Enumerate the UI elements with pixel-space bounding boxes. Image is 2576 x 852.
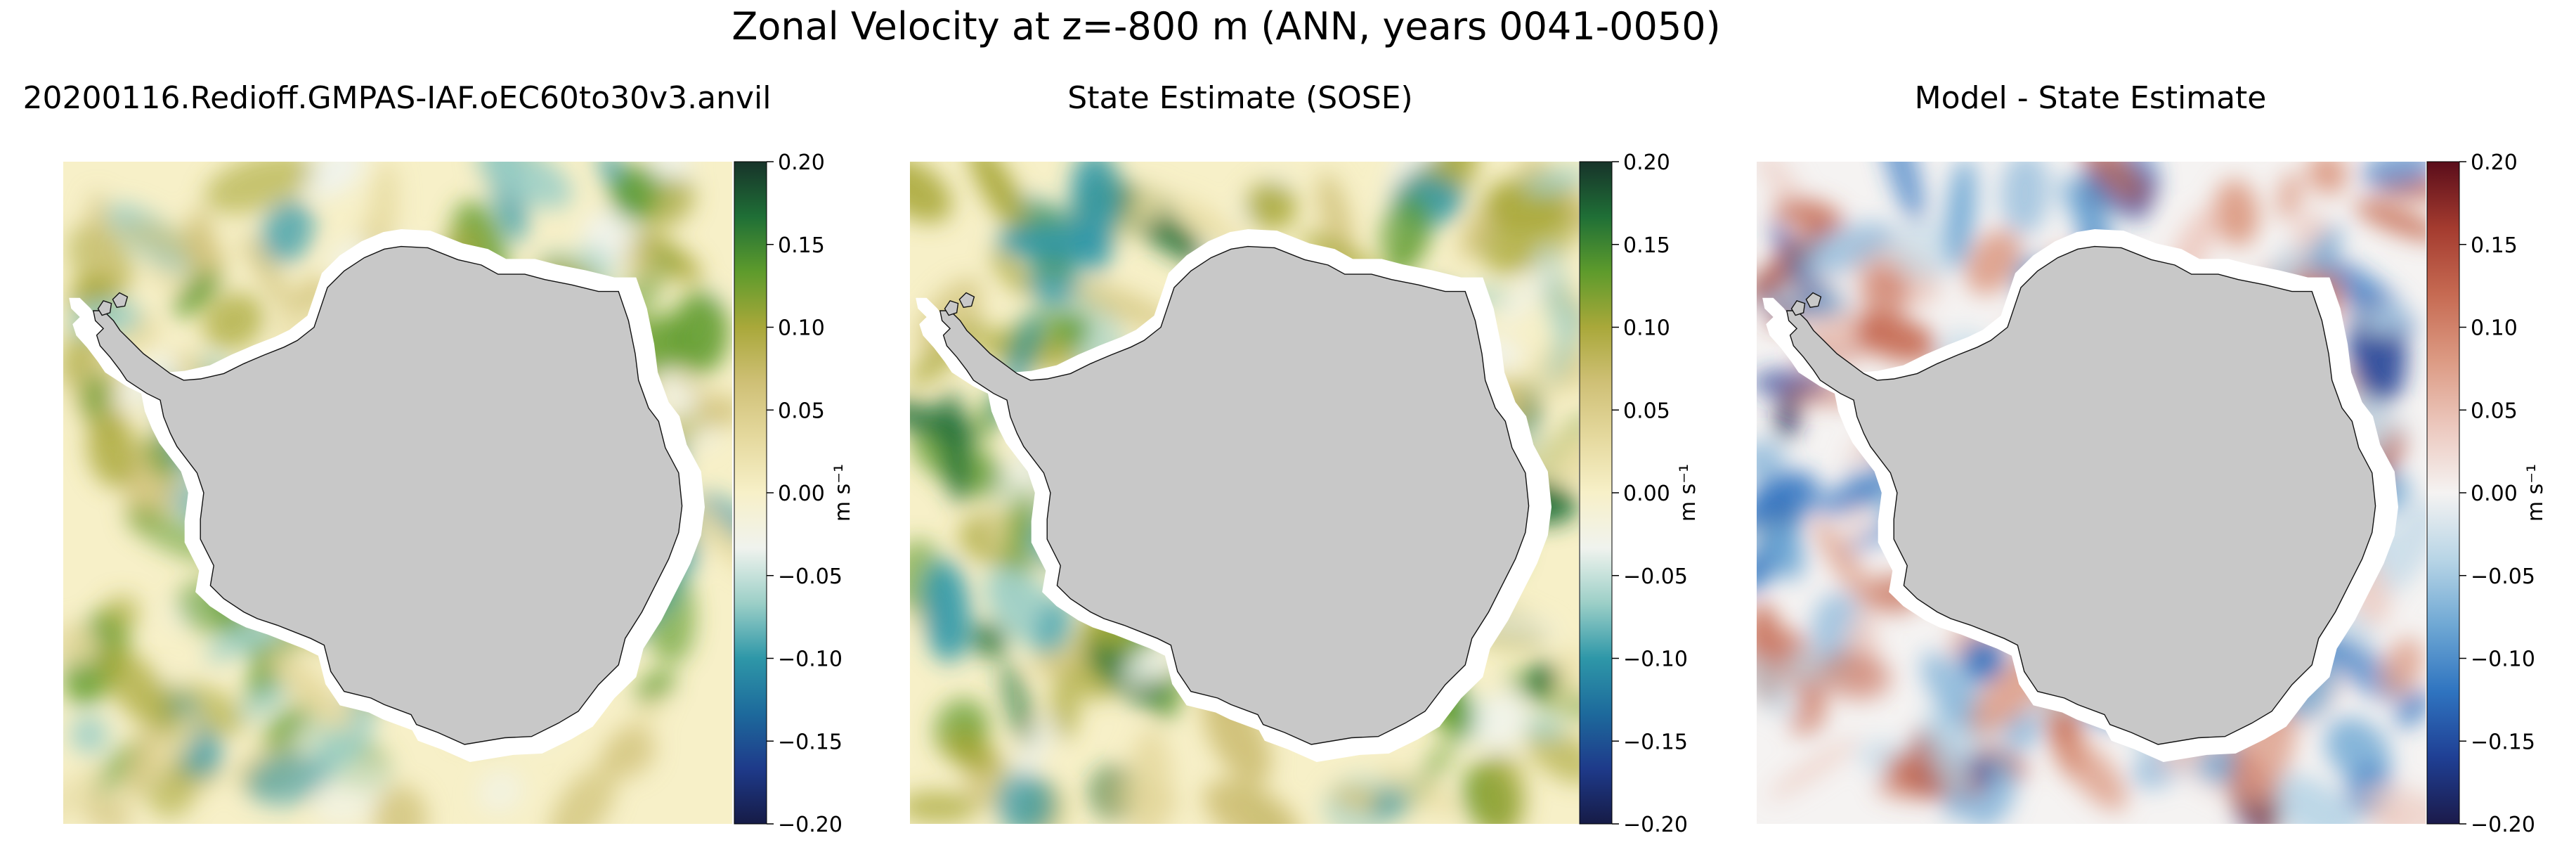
- map-field: [1757, 162, 2426, 824]
- colorbar-tick-label: 0.15: [778, 233, 825, 258]
- island: [97, 299, 112, 316]
- colorbar-tick-label: 0.05: [778, 399, 825, 423]
- island: [1805, 292, 1822, 308]
- antarctica-land: [1785, 245, 2376, 745]
- colorbar: 0.20 0.15 0.10 0.05 0.00 −0.05 −0.10 −0.15 −0.20…: [2426, 150, 2548, 837]
- map-field: [910, 162, 1579, 824]
- colorbar-tick-label: 0.20: [2471, 150, 2518, 175]
- colorbar-tick-label: 0.10: [778, 316, 825, 341]
- colorbar-label: m s⁻¹: [831, 464, 855, 522]
- colorbar-tick-label: −0.15: [2471, 730, 2535, 754]
- island: [1790, 299, 1806, 316]
- panel-1: 20200116.Redioff.GMPAS-IAF.oEC60to30v3.a…: [23, 80, 855, 837]
- colorbar-tick-label: 0.05: [1623, 399, 1670, 423]
- colorbar-label: m s⁻¹: [2523, 464, 2548, 522]
- colorbar-tick-label: 0.00: [778, 482, 825, 506]
- antarctica-land: [939, 245, 1530, 745]
- colorbar-tick-label: −0.15: [778, 730, 843, 754]
- colorbar-tick-label: −0.10: [2471, 647, 2535, 672]
- colorbar-tick-label: 0.15: [1623, 233, 1670, 258]
- colorbar-tick-label: 0.10: [1623, 316, 1670, 341]
- panel-title: Model - State Estimate: [1915, 80, 2267, 116]
- colorbar-tick-label: −0.20: [1623, 813, 1688, 837]
- colorbar-tick-label: −0.20: [2471, 813, 2535, 837]
- colorbar-tick-label: 0.15: [2471, 233, 2518, 258]
- colorbar-tick-label: 0.00: [2471, 482, 2518, 506]
- colorbar-tick-label: 0.20: [1623, 150, 1670, 175]
- map-field: [63, 162, 732, 824]
- island: [944, 299, 959, 316]
- colorbar-tick-label: −0.15: [1623, 730, 1688, 754]
- panel-2: State Estimate (SOSE) 0.20 0.15 0.10 0.05 0.0…: [910, 80, 1700, 837]
- colorbar-tick-label: −0.05: [2471, 564, 2535, 589]
- figure-title: Zonal Velocity at z=-800 m (ANN, years 0…: [731, 4, 1720, 49]
- panel-title: State Estimate (SOSE): [1067, 80, 1412, 116]
- colorbar-tick-label: 0.05: [2471, 399, 2518, 423]
- panel-title: 20200116.Redioff.GMPAS-IAF.oEC60to30v3.a…: [23, 80, 772, 116]
- island: [112, 292, 129, 308]
- panel-3: Model - State Estimate0.200.150.100.050.…: [1757, 80, 2548, 837]
- colorbar-tick-label: −0.20: [778, 813, 843, 837]
- colorbar-tick-label: −0.10: [1623, 647, 1688, 672]
- colorbar-tick-label: 0.00: [1623, 482, 1670, 506]
- colorbar-tick-label: 0.10: [2471, 316, 2518, 341]
- colorbar: 0.20 0.15 0.10 0.05 0.00 −0.05 −0.10 −0.15 −0.20…: [1579, 150, 1700, 837]
- colorbar-tick-label: −0.05: [1623, 564, 1688, 589]
- island: [958, 292, 975, 308]
- colorbar-tick-label: −0.10: [778, 647, 843, 672]
- colorbar-tick-label: −0.05: [778, 564, 843, 589]
- colorbar: 0.20 0.15 0.10 0.05 0.00 −0.05 −0.10 −0.15 −0.20…: [734, 150, 855, 837]
- colorbar-label: m s⁻¹: [1676, 464, 1700, 522]
- colorbar-tick-label: 0.20: [778, 150, 825, 175]
- antarctica-land: [92, 245, 683, 745]
